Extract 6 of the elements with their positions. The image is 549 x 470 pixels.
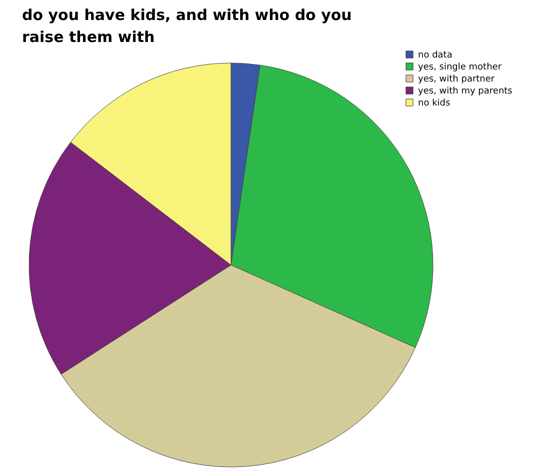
legend-label: yes, single mother (418, 62, 502, 72)
legend-label: no data (418, 50, 452, 60)
legend-label: no kids (418, 98, 450, 108)
legend-label: yes, with my parents (418, 86, 513, 96)
legend-label: yes, with partner (418, 74, 495, 84)
chart-title: do you have kids, and with who do you raise them with (22, 6, 352, 46)
